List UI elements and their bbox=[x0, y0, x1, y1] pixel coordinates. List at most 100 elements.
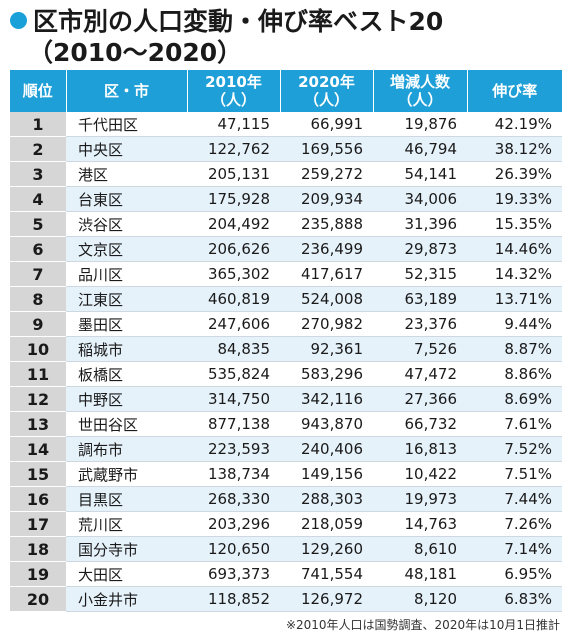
population-2010-cell: 204,492 bbox=[187, 211, 280, 237]
population-2020-cell: 66,991 bbox=[280, 112, 373, 137]
population-2010-cell: 84,835 bbox=[187, 336, 280, 362]
population-2010-cell: 365,302 bbox=[187, 261, 280, 287]
population-2010-cell: 223,593 bbox=[187, 436, 280, 462]
ranking-table: 順位 区・市 2010年（人） 2020年（人） 増減人数（人） 伸び率 1 千代… bbox=[10, 70, 562, 612]
population-2020-cell: 236,499 bbox=[280, 236, 373, 262]
growth-rate-cell: 6.95% bbox=[467, 561, 562, 587]
population-2010-cell: 206,626 bbox=[187, 236, 280, 262]
name-cell: 調布市 bbox=[66, 436, 187, 462]
rank-cell: 13 bbox=[10, 411, 66, 437]
rank-cell: 2 bbox=[10, 136, 66, 162]
name-cell: 江東区 bbox=[66, 286, 187, 312]
population-2020-cell: 741,554 bbox=[280, 561, 373, 587]
change-cell: 54,141 bbox=[373, 161, 467, 187]
population-2010-cell: 118,852 bbox=[187, 586, 280, 612]
population-2020-cell: 235,888 bbox=[280, 211, 373, 237]
title-line-1: 区市別の人口変動・伸び率ベスト20 bbox=[33, 7, 444, 36]
growth-rate-cell: 7.26% bbox=[467, 511, 562, 537]
name-cell: 大田区 bbox=[66, 561, 187, 587]
name-cell: 小金井市 bbox=[66, 586, 187, 612]
header-name: 区・市 bbox=[66, 70, 188, 112]
change-cell: 14,763 bbox=[373, 511, 467, 537]
table-row: 16 目黒区 268,330 288,303 19,973 7.44% bbox=[10, 486, 562, 512]
population-2010-cell: 120,650 bbox=[187, 536, 280, 562]
growth-rate-cell: 42.19% bbox=[467, 112, 562, 137]
table-row: 9 墨田区 247,606 270,982 23,376 9.44% bbox=[10, 311, 562, 337]
change-cell: 48,181 bbox=[373, 561, 467, 587]
rank-cell: 20 bbox=[10, 586, 66, 612]
rank-cell: 4 bbox=[10, 186, 66, 212]
population-2010-cell: 247,606 bbox=[187, 311, 280, 337]
population-2020-cell: 92,361 bbox=[280, 336, 373, 362]
population-2020-cell: 417,617 bbox=[280, 261, 373, 287]
change-cell: 19,973 bbox=[373, 486, 467, 512]
growth-rate-cell: 8.86% bbox=[467, 361, 562, 387]
table-row: 1 千代田区 47,115 66,991 19,876 42.19% bbox=[10, 112, 562, 137]
header-2010: 2010年（人） bbox=[187, 70, 281, 112]
growth-rate-cell: 7.51% bbox=[467, 461, 562, 487]
population-2020-cell: 943,870 bbox=[280, 411, 373, 437]
table-row: 5 渋谷区 204,492 235,888 31,396 15.35% bbox=[10, 211, 562, 237]
growth-rate-cell: 13.71% bbox=[467, 286, 562, 312]
table-row: 13 世田谷区 877,138 943,870 66,732 7.61% bbox=[10, 411, 562, 437]
table-row: 8 江東区 460,819 524,008 63,189 13.71% bbox=[10, 286, 562, 312]
table-row: 14 調布市 223,593 240,406 16,813 7.52% bbox=[10, 436, 562, 462]
population-2020-cell: 149,156 bbox=[280, 461, 373, 487]
population-2010-cell: 203,296 bbox=[187, 511, 280, 537]
population-2010-cell: 535,824 bbox=[187, 361, 280, 387]
population-2020-cell: 126,972 bbox=[280, 586, 373, 612]
table-row: 19 大田区 693,373 741,554 48,181 6.95% bbox=[10, 561, 562, 587]
population-2010-cell: 460,819 bbox=[187, 286, 280, 312]
growth-rate-cell: 9.44% bbox=[467, 311, 562, 337]
name-cell: 目黒区 bbox=[66, 486, 187, 512]
rank-cell: 9 bbox=[10, 311, 66, 337]
population-2010-cell: 205,131 bbox=[187, 161, 280, 187]
name-cell: 台東区 bbox=[66, 186, 187, 212]
population-2010-cell: 138,734 bbox=[187, 461, 280, 487]
name-cell: 中野区 bbox=[66, 386, 187, 412]
table-row: 7 品川区 365,302 417,617 52,315 14.32% bbox=[10, 261, 562, 287]
table-row: 11 板橋区 535,824 583,296 47,472 8.86% bbox=[10, 361, 562, 387]
growth-rate-cell: 8.69% bbox=[467, 386, 562, 412]
name-cell: 板橋区 bbox=[66, 361, 187, 387]
population-2010-cell: 877,138 bbox=[187, 411, 280, 437]
rank-cell: 18 bbox=[10, 536, 66, 562]
table-row: 2 中央区 122,762 169,556 46,794 38.12% bbox=[10, 136, 562, 162]
population-2020-cell: 288,303 bbox=[280, 486, 373, 512]
population-2010-cell: 268,330 bbox=[187, 486, 280, 512]
rank-cell: 14 bbox=[10, 436, 66, 462]
change-cell: 8,120 bbox=[373, 586, 467, 612]
population-2020-cell: 218,059 bbox=[280, 511, 373, 537]
name-cell: 世田谷区 bbox=[66, 411, 187, 437]
change-cell: 16,813 bbox=[373, 436, 467, 462]
name-cell: 稲城市 bbox=[66, 336, 187, 362]
rank-cell: 6 bbox=[10, 236, 66, 262]
change-cell: 52,315 bbox=[373, 261, 467, 287]
population-2020-cell: 209,934 bbox=[280, 186, 373, 212]
change-cell: 63,189 bbox=[373, 286, 467, 312]
source-note: ※2010年人口は国勢調査、2020年は10月1日推計 bbox=[285, 618, 560, 632]
table-row: 15 武蔵野市 138,734 149,156 10,422 7.51% bbox=[10, 461, 562, 487]
name-cell: 文京区 bbox=[66, 236, 187, 262]
name-cell: 港区 bbox=[66, 161, 187, 187]
rank-cell: 16 bbox=[10, 486, 66, 512]
change-cell: 19,876 bbox=[373, 112, 467, 137]
population-2020-cell: 240,406 bbox=[280, 436, 373, 462]
change-cell: 47,472 bbox=[373, 361, 467, 387]
header-diff: 増減人数（人） bbox=[373, 70, 468, 112]
change-cell: 29,873 bbox=[373, 236, 467, 262]
growth-rate-cell: 14.32% bbox=[467, 261, 562, 287]
change-cell: 10,422 bbox=[373, 461, 467, 487]
rank-cell: 11 bbox=[10, 361, 66, 387]
population-2010-cell: 693,373 bbox=[187, 561, 280, 587]
header-rate: 伸び率 bbox=[467, 70, 562, 112]
change-cell: 46,794 bbox=[373, 136, 467, 162]
table-row: 17 荒川区 203,296 218,059 14,763 7.26% bbox=[10, 511, 562, 537]
population-2020-cell: 524,008 bbox=[280, 286, 373, 312]
table-row: 6 文京区 206,626 236,499 29,873 14.46% bbox=[10, 236, 562, 262]
title-line-2: （2010～2020） bbox=[28, 38, 243, 67]
growth-rate-cell: 14.46% bbox=[467, 236, 562, 262]
population-2010-cell: 47,115 bbox=[187, 112, 280, 137]
header-rank: 順位 bbox=[10, 70, 67, 112]
table-row: 10 稲城市 84,835 92,361 7,526 8.87% bbox=[10, 336, 562, 362]
